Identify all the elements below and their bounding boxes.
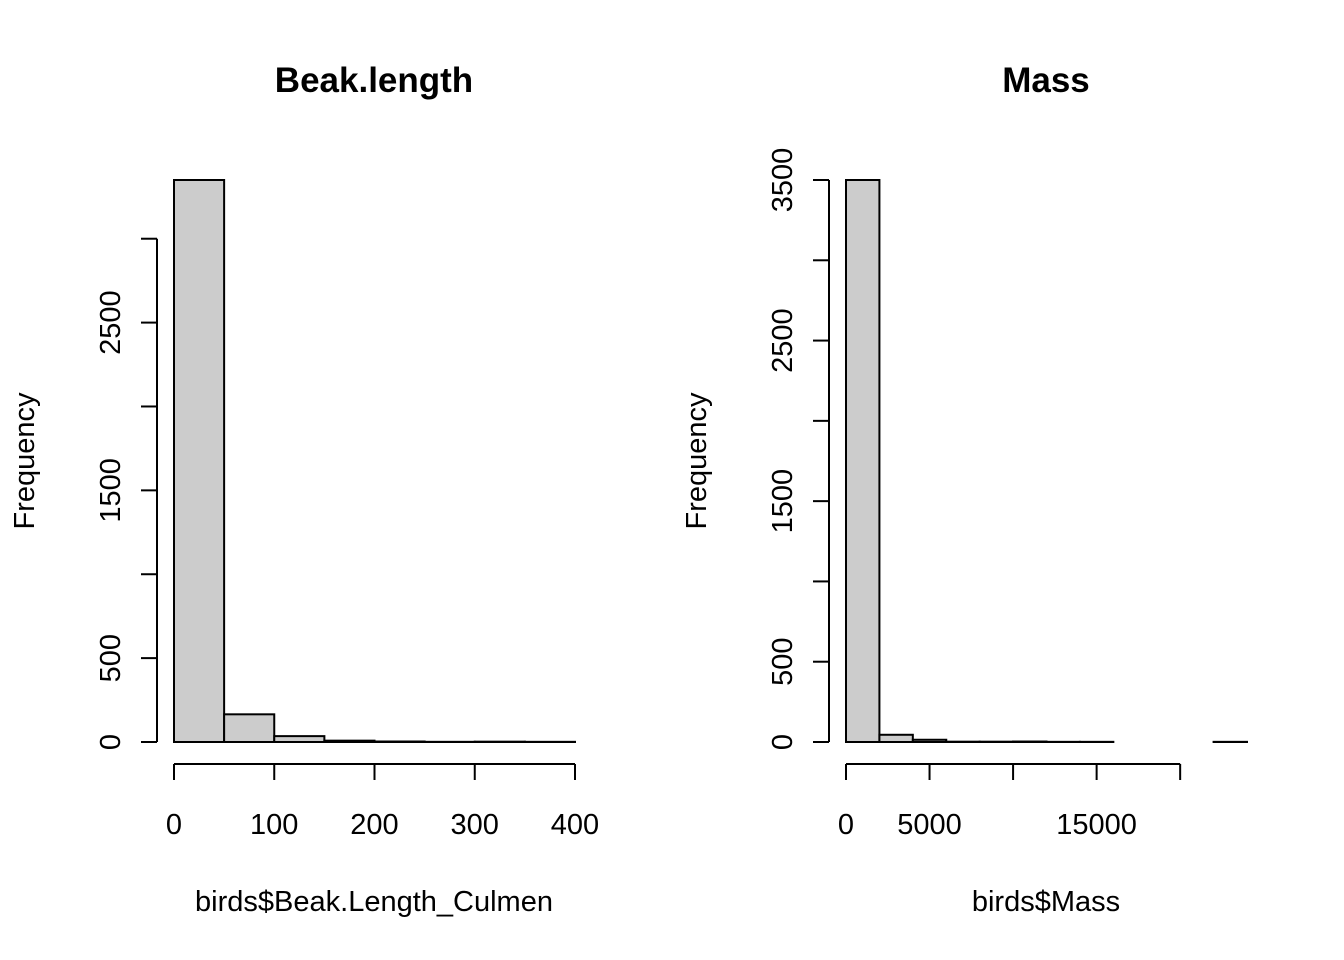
y-axis: 0 500 1500 2500 [95, 237, 158, 750]
y-tick-label: 0 [95, 734, 127, 750]
x-tick-label: 0 [166, 809, 182, 841]
y-tick-label: 500 [767, 638, 799, 686]
x-tick-label: 100 [250, 809, 298, 841]
y-tick-label: 0 [767, 734, 799, 750]
histogram-bar [845, 179, 881, 743]
histogram-bar [911, 738, 948, 744]
y-tick-label: 3500 [767, 148, 799, 213]
y-tick-label: 1500 [95, 458, 127, 523]
histogram-bar [273, 735, 326, 743]
y-axis: 0 500 1500 2500 3500 [767, 148, 830, 750]
bars [845, 179, 1249, 744]
y-tick-label: 500 [95, 634, 127, 682]
chart-title: Mass [1002, 61, 1090, 100]
x-tick-label: 400 [551, 809, 599, 841]
x-tick-label: 300 [451, 809, 499, 841]
y-tick-label: 2500 [95, 290, 127, 355]
histogram-bar [223, 713, 276, 743]
histogram-bar [173, 179, 226, 743]
histogram-bar [323, 739, 376, 743]
histogram-bar [373, 740, 426, 743]
x-tick-label: 5000 [897, 809, 962, 841]
y-tick-label: 1500 [767, 469, 799, 534]
y-axis-label: Frequency [9, 392, 41, 530]
chart-title: Beak.length [275, 61, 473, 100]
y-axis-label: Frequency [681, 392, 713, 530]
x-tick-label: 200 [350, 809, 398, 841]
histogram-mass: Mass Frequency birds$Mass 0 500 1500 2500 35… [681, 61, 1249, 918]
x-axis: 0 100 200 300 400 [166, 763, 599, 841]
x-tick-label: 0 [838, 809, 854, 841]
bars [173, 179, 576, 744]
x-axis-label: birds$Mass [972, 886, 1120, 918]
histogram-beak-length: Beak.length Frequency birds$Beak.Length_… [9, 61, 599, 918]
x-tick-label: 15000 [1056, 809, 1137, 841]
histogram-bar [878, 733, 914, 744]
x-axis-label: birds$Beak.Length_Culmen [195, 886, 553, 918]
x-axis: 0 5000 15000 [838, 763, 1182, 841]
y-tick-label: 2500 [767, 308, 799, 373]
